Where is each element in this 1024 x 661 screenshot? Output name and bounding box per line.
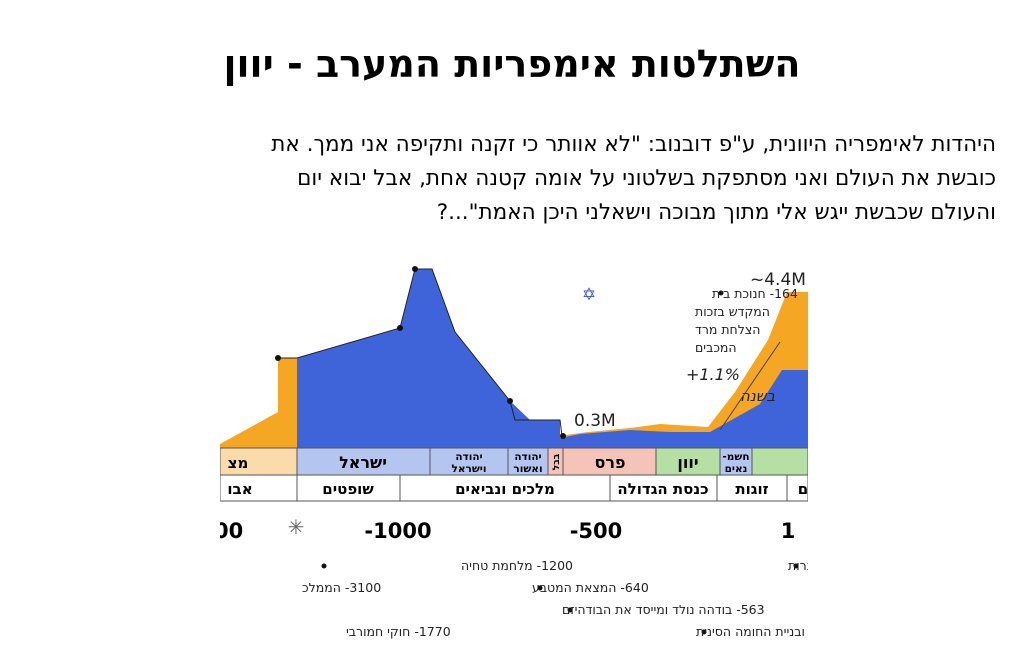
period-label: בבל [552, 453, 562, 470]
star-of-david-icon: ✡ [582, 285, 596, 305]
hanukkah-note-line: הצלחת מרד [695, 322, 760, 337]
axis-tick-label: -500 [570, 519, 623, 543]
slide-body-text: היהדות לאימפריה היוונית, ע"פ דובנוב: "לא… [28, 128, 996, 230]
period-label: יוון [677, 453, 698, 472]
event-label: 1770- חוקי חמורבי [346, 624, 451, 639]
period-label: ואשור [513, 463, 542, 475]
period-row-2: אבו שופטים מלכים ונביאים כנסת הגדולה זוג… [220, 474, 808, 502]
period-label: וישראל [452, 463, 487, 475]
period-label: חשמ- [722, 451, 749, 463]
hanukkah-note-line: המקדש בזכות [695, 304, 770, 319]
hanukkah-note-line: המכבים [695, 340, 737, 355]
era-label: שופטים [322, 480, 374, 498]
event-label: 1200- מלחמת טחיה [461, 558, 573, 573]
event-label: 4- הולדת ישו, מייסד הנצרות [788, 558, 808, 573]
body-line: כובשת את העולם ואני מסתפקת בשלטוני על או… [297, 166, 996, 191]
era-label: כנסת הגדולה [617, 480, 708, 498]
event-label: 221- איחוד סין (40 מליון איש) ובניית החו… [696, 624, 808, 639]
hanukkah-note-line: 164- חנוכת בית [712, 286, 798, 301]
period-row-1: מצ ישראל יהודה וישראל יהודה ואשור בבל פר… [220, 447, 808, 476]
low-population-label: 0.3M [574, 411, 616, 431]
axis-tick-label: 1 [781, 519, 796, 543]
event-label: 563- בודהה נולד ומייסד את הבודהיזם [562, 602, 765, 617]
body-line: והעולם שכבשת ייגש אלי מתוך מבוכה וישאלני… [436, 200, 996, 225]
peak-population-label: ~4.4M [750, 270, 806, 290]
orange-population-area [545, 292, 808, 448]
era-label: זוגות [735, 480, 768, 498]
event-label: 640- המצאת המטבע [532, 580, 649, 595]
era-label: מלכים ונביאים [455, 480, 555, 498]
body-line: היהדות לאימפריה היוונית, ע"פ דובנוב: "לא… [271, 132, 996, 157]
axis-tick-label: 00 [220, 519, 243, 543]
slide-title: השתלטות אימפריות המערב - יוון [223, 42, 801, 86]
period-label: יהודה [455, 451, 482, 463]
period-label: ישראל [339, 453, 387, 472]
period-label: יהודה [514, 451, 541, 463]
growth-rate-label: +1.1% [686, 365, 740, 384]
era-label: אבו [227, 480, 252, 498]
growth-rate-unit: בשנה [740, 387, 775, 405]
blue-population-area [297, 269, 808, 448]
era-label: ם [798, 480, 808, 498]
period-label: מצ [228, 454, 249, 472]
axis-tick-label: -1000 [364, 519, 431, 543]
orange-population-area [220, 358, 297, 448]
asterisk-icon: ✳ [288, 515, 305, 539]
population-timeline-figure: ~4.4M 0.3M +1.1% בשנה ✡ 164- חנוכת בית ה… [220, 262, 808, 652]
period-label: פרס [594, 453, 625, 472]
period-label: נאים [725, 463, 748, 475]
event-label: 3100- הממלכ [302, 580, 381, 595]
